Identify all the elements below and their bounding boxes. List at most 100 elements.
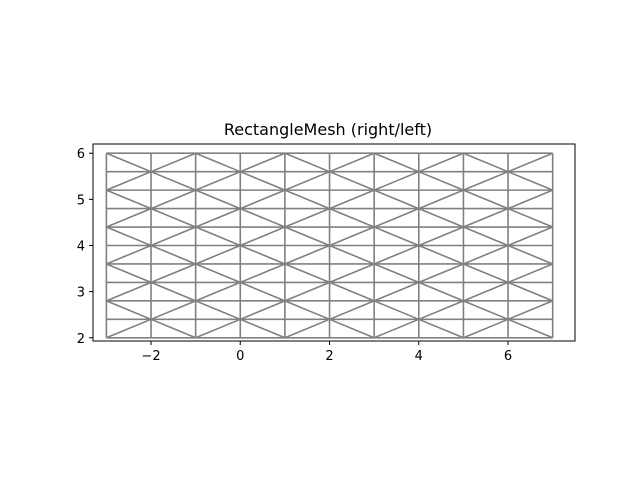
mesh-diagonal-edge — [195, 189, 241, 210]
mesh-diagonal-edge — [150, 207, 196, 228]
mesh-diagonal-edge — [195, 152, 241, 173]
x-tick-label: 0 — [236, 349, 244, 364]
mesh-diagonal-edge — [373, 207, 420, 228]
mesh-diagonal-edge — [418, 152, 464, 173]
mesh-diagonal-edge — [239, 263, 286, 284]
mesh-diagonal-edge — [195, 300, 241, 321]
mesh-diagonal-edge — [418, 189, 464, 210]
mesh-diagonal-edge — [329, 318, 375, 339]
y-tick-label: 2 — [77, 332, 85, 347]
mesh-diagonal-edge — [507, 152, 553, 173]
mesh-diagonal-edge — [195, 263, 241, 284]
mesh-diagonal-edge — [284, 244, 330, 265]
mesh-diagonal-edge — [150, 263, 196, 284]
mesh-diagonal-edge — [373, 300, 420, 321]
mesh-diagonal-edge — [463, 189, 509, 210]
mesh-diagonal-edge — [373, 281, 420, 302]
mesh-diagonal-edge — [418, 207, 464, 228]
mesh-diagonal-edge — [284, 189, 330, 210]
mesh-diagonal-edge — [195, 226, 241, 247]
mesh-diagonal-edge — [463, 281, 509, 302]
mesh-diagonal-edge — [329, 300, 375, 321]
mesh-diagonal-edge — [239, 300, 286, 321]
mesh-diagonal-edge — [195, 318, 241, 339]
mesh-diagonal-edge — [106, 152, 152, 173]
mesh-diagonal-edge — [195, 170, 241, 191]
mesh-diagonal-edge — [463, 244, 509, 265]
mesh-diagonal-edge — [150, 300, 196, 321]
mesh-diagonal-edge — [329, 263, 375, 284]
mesh-diagonal-edge — [239, 318, 286, 339]
mesh-diagonal-edge — [507, 318, 553, 339]
mesh-diagonal-edge — [329, 152, 375, 173]
mesh-diagonal-edge — [463, 318, 509, 339]
mesh-diagonal-edge — [373, 152, 420, 173]
mesh-diagonal-edge — [507, 244, 553, 265]
mesh-diagonal-edge — [463, 207, 509, 228]
mesh-diagonal-edge — [418, 170, 464, 191]
mesh-diagonal-edge — [284, 300, 330, 321]
mesh-diagonal-edge — [373, 226, 420, 247]
x-tick-label: 4 — [415, 349, 423, 364]
mesh-diagonal-edge — [106, 318, 152, 339]
mesh-diagonal-edge — [373, 244, 420, 265]
mesh-diagonal-edge — [150, 152, 196, 173]
mesh-diagonal-edge — [463, 170, 509, 191]
mesh-diagonal-edge — [507, 281, 553, 302]
mesh-diagonal-edge — [329, 226, 375, 247]
mesh-diagonal-edge — [195, 244, 241, 265]
mesh-diagonal-edge — [150, 244, 196, 265]
mesh-diagonal-edge — [329, 244, 375, 265]
mesh-diagonal-edge — [150, 170, 196, 191]
mesh-diagonal-edge — [507, 189, 553, 210]
mesh-diagonal-edge — [106, 170, 152, 191]
axis-ticks: −2 0 2 4 6 2 3 4 5 6 — [77, 147, 512, 364]
mesh-diagonal-edge — [329, 170, 375, 191]
y-tick-label: 6 — [77, 147, 85, 162]
mesh-diagonal-edge — [418, 263, 464, 284]
mesh-diagonal-edge — [284, 226, 330, 247]
mesh-diagonal-edge — [195, 281, 241, 302]
mesh-diagonal-edge — [284, 152, 330, 173]
mesh-diagonal-edge — [284, 318, 330, 339]
mesh-diagonal-edge — [373, 263, 420, 284]
mesh-diagonal-edge — [418, 281, 464, 302]
mesh-diagonal-edge — [150, 318, 196, 339]
mesh-diagonal-edge — [195, 207, 241, 228]
mesh-diagonal-edge — [239, 226, 286, 247]
mesh-diagonal-edge — [418, 300, 464, 321]
mesh-diagonal-edge — [239, 207, 286, 228]
mesh-diagonal-edge — [418, 318, 464, 339]
mesh-diagonal-edge — [106, 244, 152, 265]
chart-title: RectangleMesh (right/left) — [224, 120, 432, 139]
mesh-diagonal-edge — [507, 170, 553, 191]
axes-frame — [92, 143, 576, 342]
mesh-diagonal-edge — [150, 281, 196, 302]
mesh-diagonal-edge — [329, 189, 375, 210]
mesh-diagonal-edge — [150, 226, 196, 247]
mesh-diagonal-edge — [284, 281, 330, 302]
mesh-diagonal-edge — [106, 189, 152, 210]
mesh-diagonal-edge — [239, 152, 286, 173]
x-tick-label: 2 — [325, 349, 333, 364]
mesh-diagonal-edge — [373, 318, 420, 339]
mesh-diagonal-edge — [507, 263, 553, 284]
mesh-diagonal-edge — [373, 189, 420, 210]
mesh-diagonal-edge — [106, 281, 152, 302]
mesh-diagonal-edge — [329, 207, 375, 228]
mesh-diagonal-edge — [463, 226, 509, 247]
mesh-diagonal-edge — [106, 226, 152, 247]
mesh-diagonal-edge — [507, 207, 553, 228]
mesh-diagonal-edge — [106, 263, 152, 284]
mesh-diagonal-edge — [239, 170, 286, 191]
x-tick-label: −2 — [141, 349, 160, 364]
y-tick-label: 5 — [77, 193, 85, 208]
mesh-diagonal-edge — [463, 152, 509, 173]
mesh-diagonal-edge — [418, 244, 464, 265]
mesh-diagonal-edge — [239, 189, 286, 210]
x-tick-label: 6 — [504, 349, 512, 364]
mesh-diagonal-edge — [284, 207, 330, 228]
mesh-diagonal-edge — [373, 170, 420, 191]
mesh-diagonal-edge — [106, 207, 152, 228]
